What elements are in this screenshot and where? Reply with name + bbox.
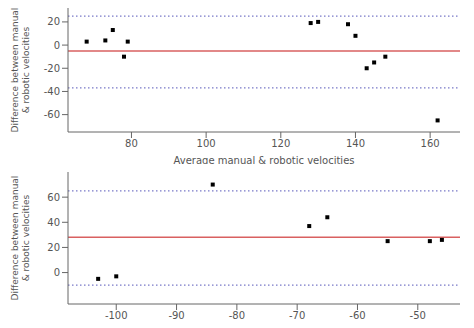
svg-text:-40: -40 <box>44 86 60 97</box>
svg-text:-50: -50 <box>410 310 426 321</box>
svg-text:-20: -20 <box>44 63 60 74</box>
svg-text:0: 0 <box>54 40 60 51</box>
svg-text:120: 120 <box>271 138 290 149</box>
svg-text:Difference between manual& rob: Difference between manual& robotic veloc… <box>10 8 31 133</box>
svg-text:60: 60 <box>47 192 60 203</box>
svg-text:20: 20 <box>47 16 60 27</box>
svg-text:100: 100 <box>197 138 216 149</box>
svg-text:160: 160 <box>421 138 440 149</box>
svg-text:0: 0 <box>54 267 60 278</box>
svg-text:80: 80 <box>125 138 138 149</box>
svg-text:-60: -60 <box>44 109 60 120</box>
svg-text:-90: -90 <box>168 310 184 321</box>
svg-text:40: 40 <box>47 217 60 228</box>
svg-text:Difference between manual& rob: Difference between manual& robotic veloc… <box>10 176 31 301</box>
svg-text:140: 140 <box>346 138 365 149</box>
svg-text:-80: -80 <box>229 310 245 321</box>
svg-text:-100: -100 <box>105 310 128 321</box>
svg-text:-70: -70 <box>289 310 305 321</box>
svg-text:Average manual & robotic veloc: Average manual & robotic velocities <box>173 155 354 164</box>
svg-text:-60: -60 <box>349 310 365 321</box>
svg-text:20: 20 <box>47 242 60 253</box>
